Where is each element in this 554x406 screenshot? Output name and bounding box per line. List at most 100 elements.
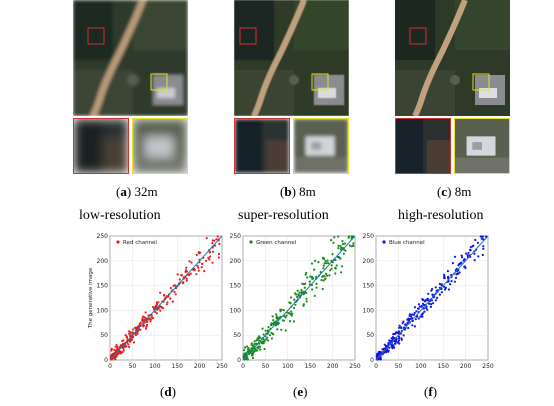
data-point: [270, 324, 273, 327]
data-point: [128, 332, 131, 335]
legend-marker: [116, 240, 120, 244]
caption-letter: b: [284, 184, 292, 199]
data-point: [151, 317, 155, 320]
data-point: [322, 264, 325, 267]
data-point: [440, 284, 443, 287]
data-point: [427, 292, 430, 295]
data-point: [110, 349, 113, 352]
data-point: [252, 350, 255, 353]
data-point: [315, 275, 318, 278]
data-point: [417, 307, 420, 310]
data-point: [418, 305, 421, 308]
x-tick-label: 200: [194, 363, 206, 370]
y-tick-label: 50: [100, 332, 108, 339]
data-point: [305, 297, 308, 300]
data-point: [413, 311, 416, 315]
data-point: [421, 315, 424, 318]
x-tick-label: 50: [262, 363, 270, 370]
data-point: [155, 312, 158, 315]
data-point: [243, 346, 247, 349]
y-tick-label: 0: [237, 357, 241, 364]
data-point: [421, 312, 424, 315]
data-point: [176, 273, 179, 276]
caption-resolution: 8m: [454, 184, 472, 199]
data-point: [328, 274, 331, 277]
x-tick-label: 150: [437, 363, 449, 370]
caption-letter: a: [120, 184, 127, 199]
data-point: [297, 294, 300, 297]
y-tick-label: 0: [370, 357, 374, 364]
data-point: [398, 342, 401, 345]
data-point: [398, 324, 401, 327]
y-tick-label: 200: [363, 258, 375, 265]
scatter-plot-blue: 0 50 100 150 200 250 0 50 100 150 200 250 Blue chann…: [352, 228, 494, 380]
data-point: [304, 282, 307, 285]
data-point: [149, 317, 152, 320]
data-point: [218, 242, 221, 245]
data-point: [392, 333, 395, 336]
data-point: [410, 317, 414, 320]
chart-label-f: (f): [424, 384, 438, 399]
data-point: [313, 268, 316, 271]
data-point: [352, 242, 355, 245]
data-point: [139, 321, 142, 324]
data-point: [463, 265, 466, 268]
data-point: [125, 345, 128, 348]
data-point: [390, 343, 393, 346]
y-tick-label: 150: [97, 283, 109, 290]
data-point: [200, 266, 203, 269]
x-tick-label: 200: [327, 363, 339, 370]
reference-line: [375, 235, 489, 361]
data-point: [185, 266, 188, 269]
data-point: [203, 270, 206, 273]
data-point: [145, 325, 148, 328]
data-point: [136, 332, 139, 335]
data-point: [165, 303, 168, 306]
zoom-crop-red: [73, 118, 129, 174]
chart-red: 0 50 100 150 200 250 0 50 100 150 200 250 The genera…: [88, 233, 228, 370]
data-point: [474, 238, 477, 242]
x-tick-label: 100: [149, 363, 161, 370]
data-point: [180, 274, 183, 277]
data-point: [261, 327, 264, 330]
data-point: [341, 240, 344, 243]
description-low-resolution: low-resolution: [79, 208, 161, 223]
data-point: [348, 244, 351, 247]
x-tick-label: 0: [241, 363, 245, 370]
data-point: [443, 275, 446, 278]
data-point: [287, 312, 290, 315]
legend-marker: [382, 240, 386, 244]
data-point: [137, 324, 140, 327]
data-point: [263, 347, 266, 351]
data-point: [336, 256, 339, 259]
data-point: [401, 322, 404, 325]
data-point: [121, 339, 124, 342]
data-point: [317, 261, 320, 264]
data-point: [330, 264, 333, 267]
data-point: [254, 347, 257, 350]
data-point: [322, 274, 325, 278]
data-point: [324, 278, 327, 281]
data-point: [425, 305, 428, 308]
data-point: [152, 308, 156, 311]
data-point: [270, 337, 273, 340]
data-point: [341, 242, 344, 246]
data-point: [334, 267, 337, 270]
data-point: [275, 316, 278, 320]
data-point: [419, 315, 422, 318]
legend-label: Blue channel: [389, 240, 425, 246]
data-point: [458, 271, 461, 274]
data-point: [173, 290, 176, 294]
caption-a: (a) 32m: [116, 184, 158, 199]
data-point: [334, 272, 337, 275]
data-point: [290, 296, 293, 299]
data-point: [289, 302, 292, 305]
data-point: [323, 262, 326, 265]
reference-line: [109, 235, 223, 361]
data-point: [440, 291, 443, 294]
data-point: [145, 323, 149, 326]
aerial-image-low-resolution: [73, 0, 188, 116]
data-point: [352, 244, 355, 247]
data-point: [424, 299, 427, 302]
data-point: [394, 342, 397, 345]
